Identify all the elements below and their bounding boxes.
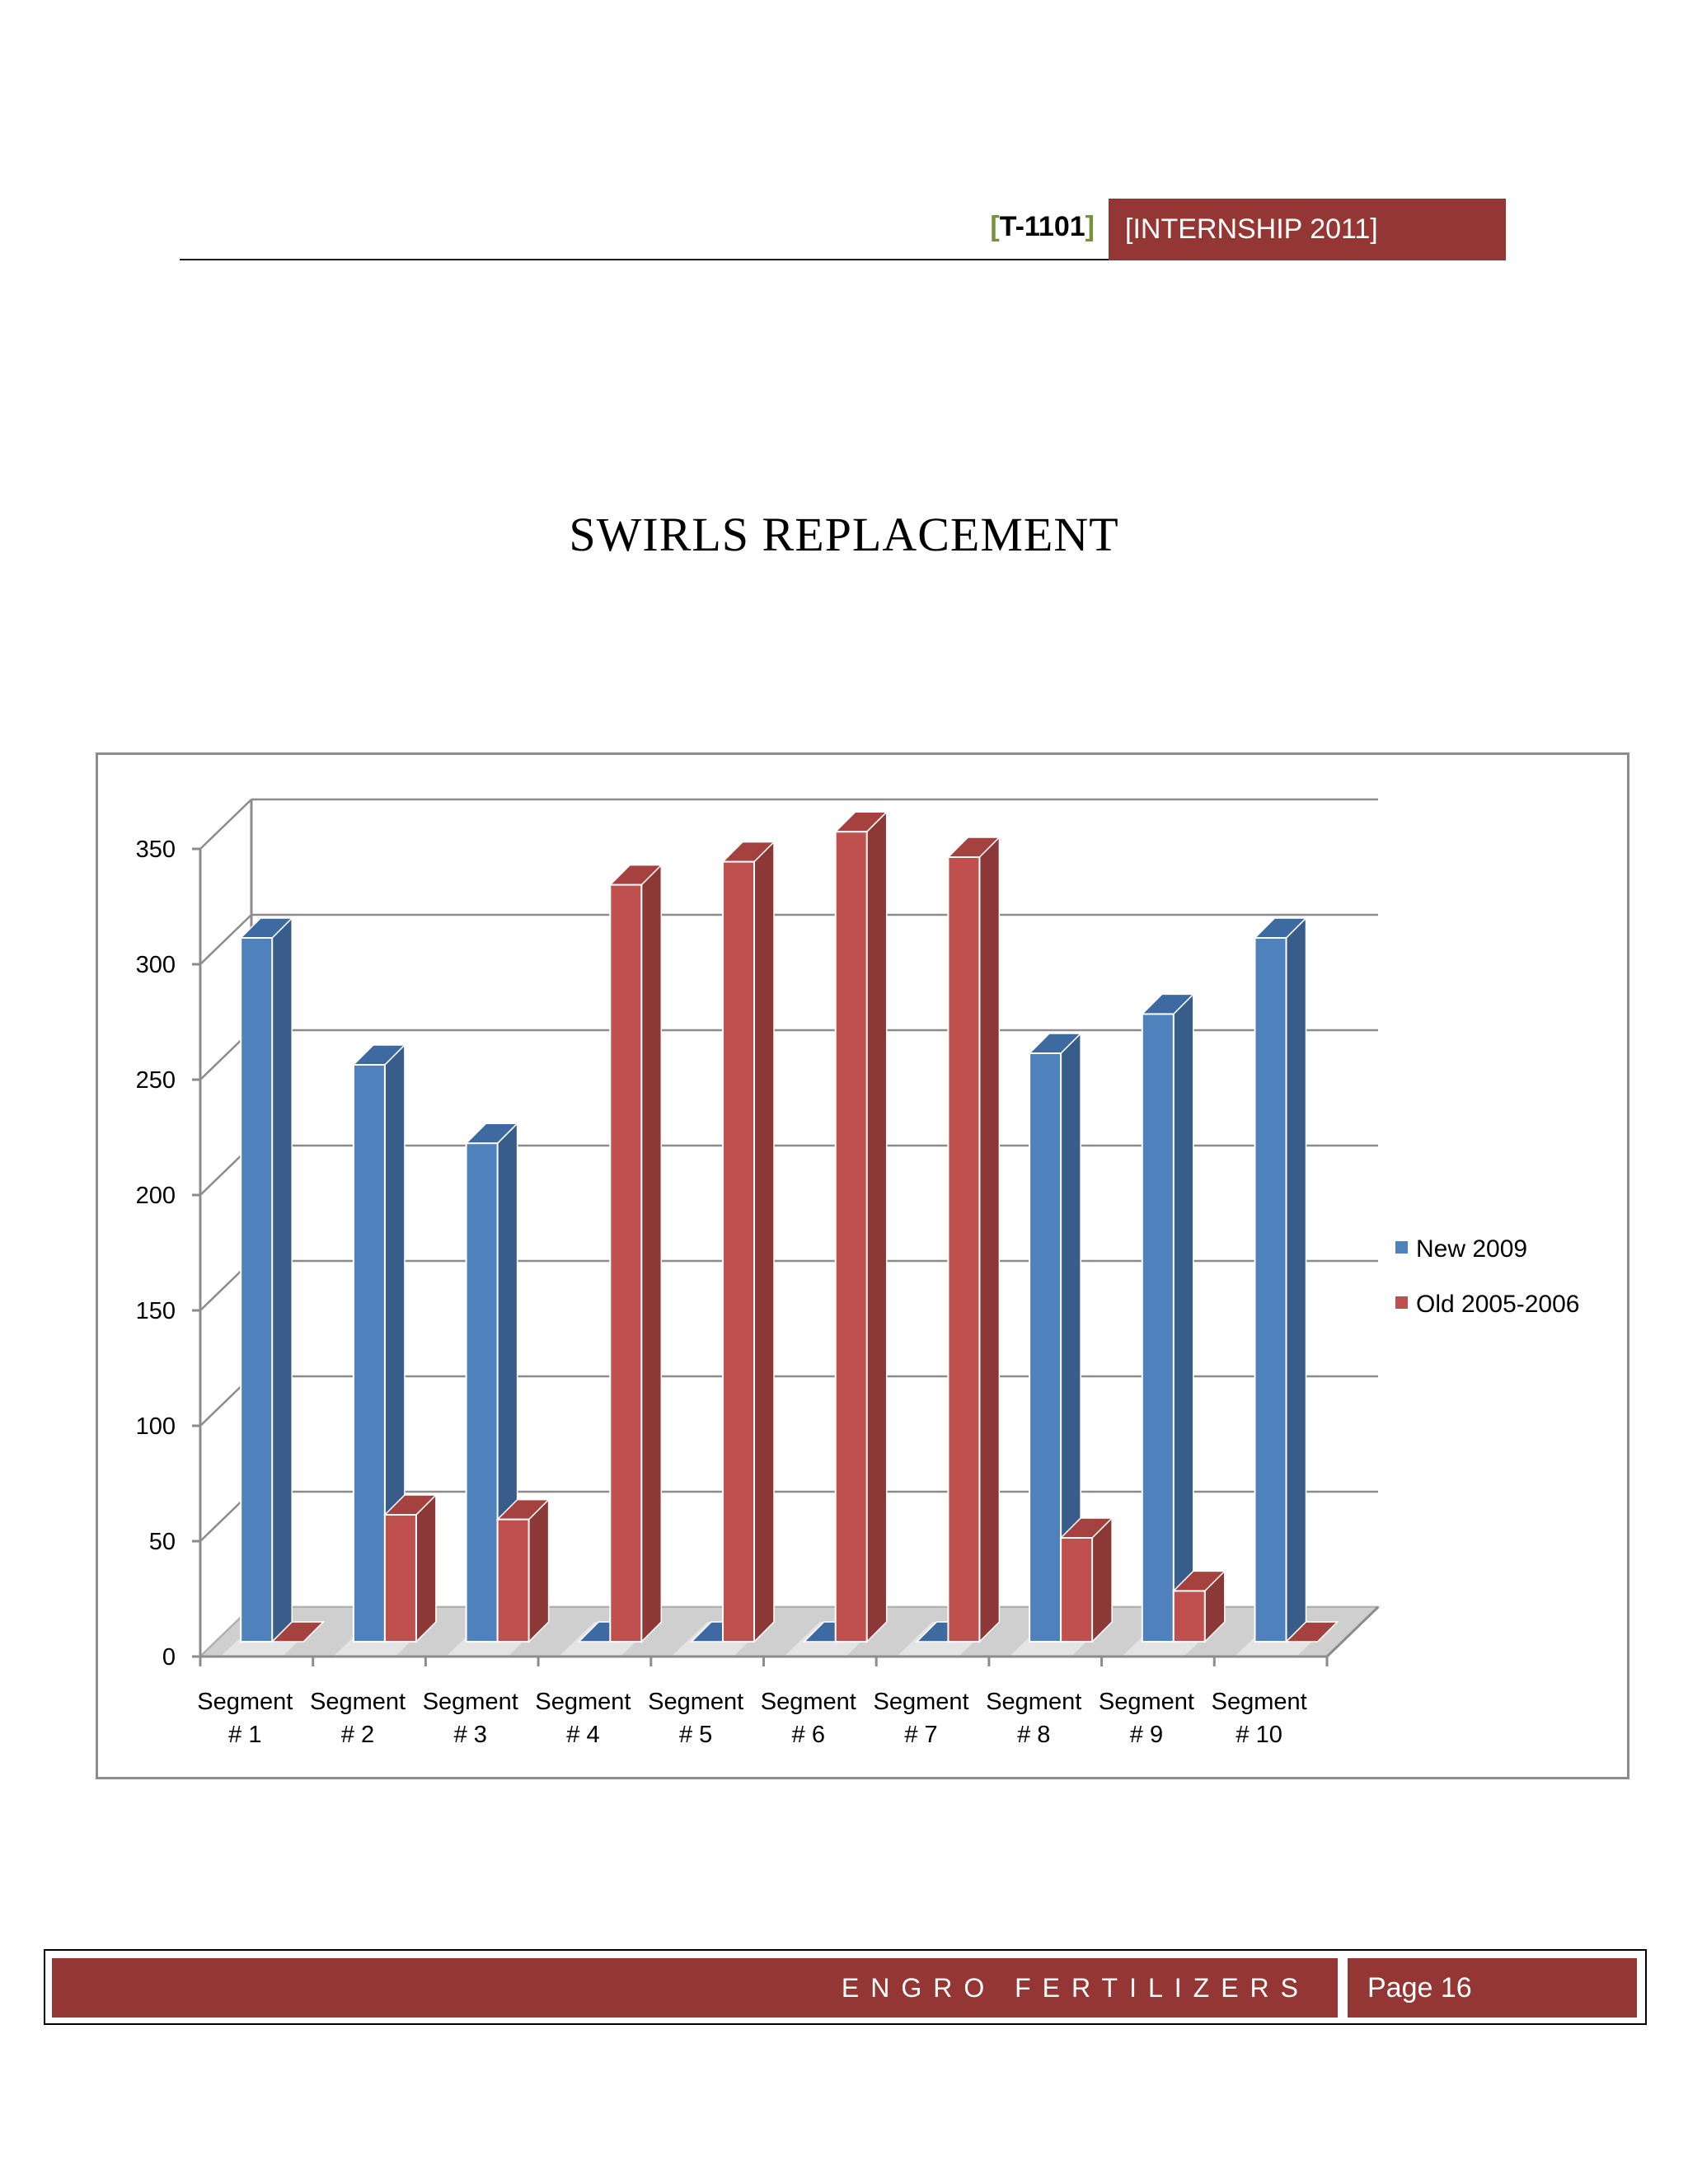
y-tick-label: 150 xyxy=(136,1298,176,1324)
legend-label: Old 2005-2006 xyxy=(1416,1291,1580,1318)
y-tick-label: 250 xyxy=(136,1067,176,1094)
x-tick-label: Segment xyxy=(535,1689,631,1715)
bar-top xyxy=(1284,1621,1339,1643)
bar xyxy=(1029,1052,1062,1643)
bar-side xyxy=(271,916,293,1643)
x-tick-label: # 6 xyxy=(792,1722,825,1748)
y-tick-label: 350 xyxy=(136,837,176,863)
bar xyxy=(609,883,643,1643)
bar xyxy=(240,937,274,1643)
x-tick-label: # 5 xyxy=(679,1722,712,1748)
bar xyxy=(383,1514,417,1643)
bar-side xyxy=(1285,916,1307,1643)
x-tick-label: Segment xyxy=(1212,1689,1307,1715)
bar-side xyxy=(1173,992,1194,1643)
bar-side xyxy=(978,836,1001,1643)
document-code-text: T-1101 xyxy=(999,211,1085,242)
footer-bar: ENGRO FERTILIZERS xyxy=(52,1958,1338,2018)
x-tick-label: Segment xyxy=(310,1689,406,1715)
y-tick-label: 0 xyxy=(162,1644,176,1671)
x-tick-label: Segment xyxy=(761,1689,856,1715)
bar xyxy=(352,1064,386,1643)
bar xyxy=(1172,1590,1206,1643)
y-tick-label: 100 xyxy=(136,1413,176,1440)
side-wall-gridline xyxy=(199,914,252,965)
x-tick-label: Segment xyxy=(1099,1689,1194,1715)
bar-side xyxy=(415,1493,437,1643)
bar-side xyxy=(528,1497,550,1643)
x-tick-label: # 1 xyxy=(228,1722,261,1748)
open-bracket: [ xyxy=(990,211,1000,242)
x-tick-label: # 2 xyxy=(341,1722,374,1748)
x-tick-label: Segment xyxy=(986,1689,1081,1715)
x-tick-label: Segment xyxy=(197,1689,293,1715)
bar xyxy=(834,831,868,1643)
header-rule xyxy=(180,259,1109,260)
x-tick-label: Segment xyxy=(648,1689,743,1715)
bar xyxy=(722,860,756,1643)
x-tick-label: # 8 xyxy=(1017,1722,1050,1748)
x-tick-label: # 9 xyxy=(1130,1722,1163,1748)
bar-top xyxy=(270,1621,326,1643)
bar-side xyxy=(865,810,888,1643)
y-tick-label: 50 xyxy=(149,1529,176,1555)
bar xyxy=(1060,1537,1094,1643)
x-tick-label: # 3 xyxy=(454,1722,487,1748)
page-number: Page 16 xyxy=(1348,1958,1637,2018)
bar-side xyxy=(640,863,663,1643)
side-wall-gridline xyxy=(199,799,252,850)
floor-edge xyxy=(1325,1605,1380,1658)
document-code: [T-1101] xyxy=(907,211,1095,243)
bar xyxy=(1254,937,1287,1643)
close-bracket: ] xyxy=(1085,211,1095,242)
footer-company: ENGRO FERTILIZERS xyxy=(841,1973,1310,2003)
y-tick-label: 200 xyxy=(136,1183,176,1209)
bar-side xyxy=(1091,1516,1113,1643)
x-tick-label: # 4 xyxy=(566,1722,599,1748)
x-tick-label: Segment xyxy=(423,1689,518,1715)
legend-swatch xyxy=(1395,1296,1408,1309)
x-tick-label: # 7 xyxy=(904,1722,937,1748)
bar xyxy=(1141,1013,1175,1643)
legend-label: New 2009 xyxy=(1416,1235,1527,1263)
x-tick-label: # 10 xyxy=(1236,1722,1282,1748)
x-tick-label: Segment xyxy=(874,1689,969,1715)
bar xyxy=(465,1142,499,1643)
bar-side xyxy=(753,840,775,1643)
legend-swatch xyxy=(1395,1241,1408,1254)
bar xyxy=(947,856,981,1643)
header-tag: [INTERNSHIP 2011] xyxy=(1109,199,1506,260)
bar xyxy=(496,1518,530,1643)
y-tick-label: 300 xyxy=(136,952,176,978)
page-title: SWIRLS REPLACEMENT xyxy=(569,508,1119,561)
